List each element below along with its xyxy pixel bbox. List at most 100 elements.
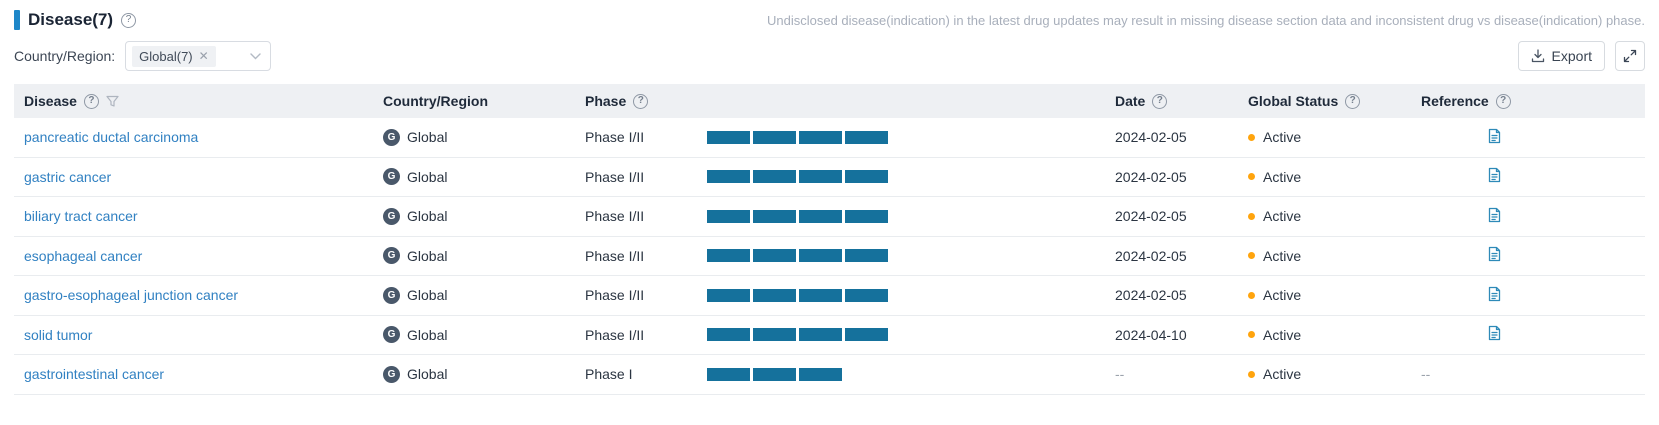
disease-help-icon[interactable]: ? (83, 93, 99, 109)
phase-bar-segment (845, 288, 888, 302)
status-active-dot (1248, 291, 1255, 299)
region-label: Global (407, 287, 448, 304)
export-button[interactable]: Export (1517, 41, 1605, 71)
phase-bar (707, 130, 888, 144)
reference-document-icon[interactable] (1487, 207, 1502, 223)
country-region-select[interactable]: Global(7) ✕ (125, 41, 272, 71)
country-region-filter-label: Country/Region: (14, 48, 116, 64)
export-button-label: Export (1551, 48, 1592, 64)
phase-bar-segment (799, 130, 842, 144)
table-row: solid tumor G Global Phase I/II 2024-04-… (14, 316, 1645, 355)
phase-bar (707, 209, 888, 223)
column-header-country-region: Country/Region (383, 93, 488, 109)
reference-document-icon[interactable] (1487, 128, 1502, 144)
phase-bar-segment (707, 170, 750, 184)
toolbar: Country/Region: Global(7) ✕ Export (14, 40, 1645, 72)
disease-link[interactable]: biliary tract cancer (24, 208, 138, 225)
global-region-icon: G (383, 168, 400, 186)
phase-bar-segment (753, 328, 796, 342)
title-help-icon[interactable]: ? (121, 12, 137, 28)
region-label: Global (407, 208, 448, 225)
reference-document-icon[interactable] (1487, 286, 1502, 302)
reference-document-icon[interactable] (1487, 246, 1502, 262)
status-active-dot (1248, 212, 1255, 220)
reference-help-icon[interactable]: ? (1495, 93, 1511, 109)
date-value: 2024-02-05 (1115, 208, 1187, 225)
phase-bar-segment (707, 249, 750, 263)
global-region-icon: G (383, 247, 400, 265)
global-region-icon: G (383, 326, 400, 344)
date-value: 2024-02-05 (1115, 129, 1187, 146)
table-row: biliary tract cancer G Global Phase I/II… (14, 197, 1645, 237)
status-label: Active (1263, 247, 1302, 264)
region-label: Global (407, 366, 448, 383)
column-header-disease: Disease (24, 93, 77, 109)
global-region-icon: G (383, 207, 400, 225)
date-value: 2024-02-05 (1115, 287, 1187, 304)
disclaimer-note: Undisclosed disease(indication) in the l… (767, 13, 1645, 28)
fullscreen-icon (1623, 49, 1637, 63)
phase-bar-segment (753, 288, 796, 302)
phase-label: Phase I/II (585, 208, 645, 225)
global-region-icon: G (383, 286, 400, 304)
fullscreen-button[interactable] (1615, 41, 1645, 71)
global-status-help-icon[interactable]: ? (1345, 93, 1361, 109)
phase-bar-segment (799, 249, 842, 263)
phase-bar-segment (845, 130, 888, 144)
tag-remove-icon[interactable]: ✕ (198, 49, 209, 63)
selected-filter-tag: Global(7) ✕ (132, 45, 216, 67)
global-region-icon: G (383, 128, 400, 146)
disease-link[interactable]: solid tumor (24, 326, 93, 343)
region-label: Global (407, 326, 448, 343)
disease-link[interactable]: gastrointestinal cancer (24, 366, 165, 383)
phase-bar (707, 170, 888, 184)
phase-help-icon[interactable]: ? (633, 93, 649, 109)
column-header-global-status: Global Status (1248, 93, 1339, 109)
reference-empty-placeholder: -- (1421, 366, 1431, 383)
column-header-reference: Reference (1421, 93, 1489, 109)
phase-label: Phase I (585, 366, 633, 383)
phase-bar (707, 367, 842, 381)
global-region-icon: G (383, 365, 400, 383)
phase-bar-segment (845, 328, 888, 342)
reference-document-icon[interactable] (1487, 167, 1502, 183)
region-label: Global (407, 247, 448, 264)
phase-bar-segment (799, 170, 842, 184)
region-label: Global (407, 168, 448, 185)
phase-bar-segment (799, 367, 842, 381)
filter-funnel-icon[interactable] (106, 95, 119, 108)
phase-bar-segment (707, 130, 750, 144)
phase-label: Phase I/II (585, 168, 645, 185)
phase-label: Phase I/II (585, 326, 645, 343)
phase-label: Phase I/II (585, 247, 645, 264)
date-value: 2024-02-05 (1115, 247, 1187, 264)
table-header-row: Disease ? Country/Region Phase ? Date ? … (14, 84, 1645, 118)
phase-bar-segment (799, 209, 842, 223)
phase-bar-segment (753, 367, 796, 381)
column-header-phase: Phase (585, 93, 627, 109)
status-active-dot (1248, 252, 1255, 260)
status-label: Active (1263, 326, 1302, 343)
phase-bar-segment (845, 209, 888, 223)
reference-document-icon[interactable] (1487, 325, 1502, 341)
selected-filter-tag-label: Global(7) (139, 48, 193, 64)
download-icon (1531, 49, 1545, 63)
phase-bar-segment (845, 170, 888, 184)
status-active-dot (1248, 331, 1255, 339)
disease-link[interactable]: pancreatic ductal carcinoma (24, 129, 199, 146)
status-label: Active (1263, 366, 1302, 383)
disease-link[interactable]: esophageal cancer (24, 247, 143, 264)
disease-link[interactable]: gastric cancer (24, 168, 112, 185)
status-active-dot (1248, 133, 1255, 141)
date-help-icon[interactable]: ? (1152, 93, 1168, 109)
phase-bar (707, 328, 888, 342)
phase-bar-segment (799, 328, 842, 342)
phase-bar-segment (707, 209, 750, 223)
phase-bar-segment (753, 170, 796, 184)
status-active-dot (1248, 370, 1255, 378)
phase-bar-segment (707, 328, 750, 342)
status-active-dot (1248, 173, 1255, 181)
disease-link[interactable]: gastro-esophageal junction cancer (24, 287, 239, 304)
section-header: Disease(7) ? Undisclosed disease(indicat… (14, 0, 1645, 34)
